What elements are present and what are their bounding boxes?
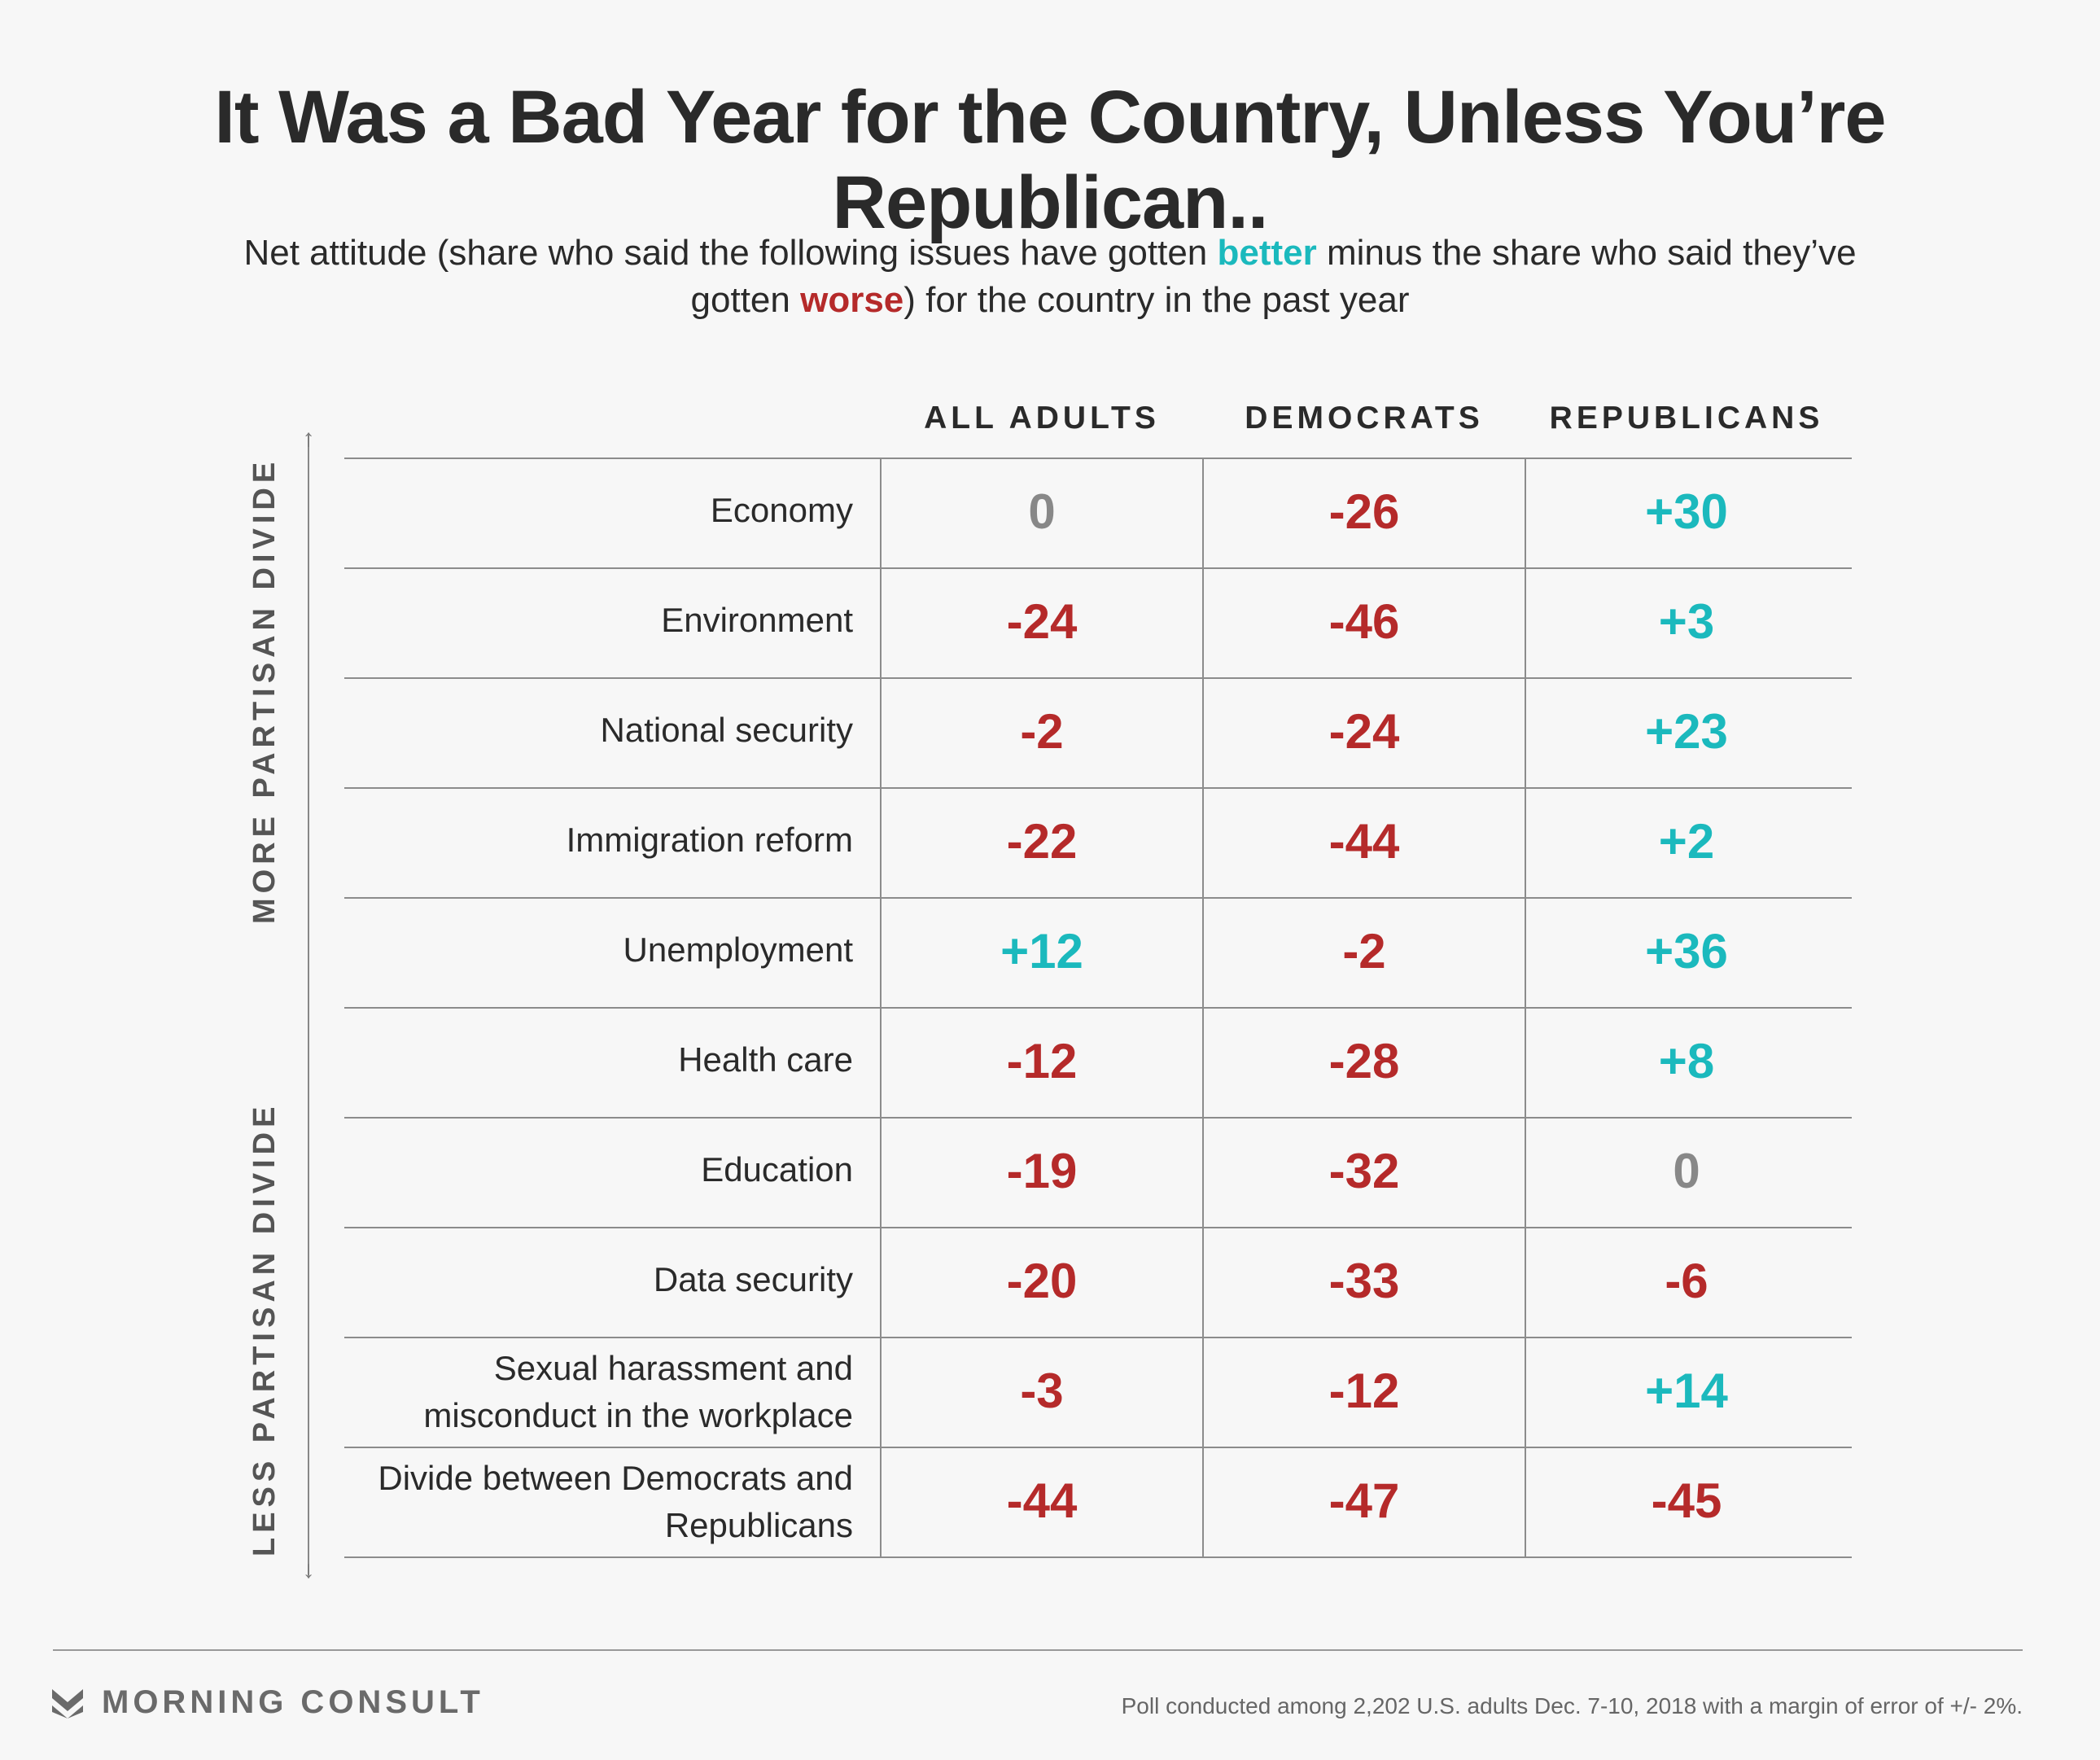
row-divider [344, 1117, 1852, 1119]
value-cell: -47 [1328, 1473, 1400, 1528]
value-cell: +30 [1645, 484, 1728, 539]
value-cell: -6 [1665, 1254, 1708, 1308]
row-divider [344, 1007, 1852, 1009]
value-cell: -19 [1006, 1144, 1078, 1198]
value-cell: +23 [1645, 704, 1728, 759]
value-cell: 0 [1673, 1144, 1700, 1198]
subtitle-worse: worse [800, 280, 904, 320]
less-partisan-label: LESS PARTISAN DIVIDE [247, 1101, 282, 1556]
value-cell: 0 [1028, 484, 1056, 539]
row-label: Divide between Democrats and Republicans [378, 1459, 853, 1544]
value-cell: -44 [1328, 814, 1400, 869]
row-label: Data security [653, 1260, 853, 1298]
value-cell: -28 [1328, 1034, 1400, 1088]
row-divider [344, 1337, 1852, 1338]
value-cell: +12 [1000, 924, 1083, 979]
value-cell: -3 [1020, 1364, 1064, 1418]
value-cell: -33 [1328, 1254, 1400, 1308]
column-header-democrats: DEMOCRATS [1245, 401, 1484, 436]
value-cell: +8 [1658, 1034, 1715, 1088]
row-divider [344, 1556, 1852, 1558]
row-divider [344, 897, 1852, 899]
row-divider [344, 787, 1852, 789]
subtitle-text-3: ) for the country in the past year [903, 280, 1410, 320]
value-cell: -26 [1328, 484, 1400, 539]
value-cell: -44 [1006, 1473, 1078, 1528]
row-divider [344, 677, 1852, 679]
chart-subtitle: Net attitude (share who said the followi… [236, 230, 1864, 324]
value-cell: -22 [1006, 814, 1078, 869]
brand-name: MORNING CONSULT [102, 1684, 484, 1720]
row-label: National security [600, 711, 853, 749]
column-header-republicans: REPUBLICANS [1549, 401, 1824, 436]
chart-title: It Was a Bad Year for the Country, Unles… [214, 76, 1886, 244]
row-divider [344, 1447, 1852, 1448]
morning-consult-logo-icon [52, 1689, 83, 1718]
value-cell: -20 [1006, 1254, 1078, 1308]
value-cell: -2 [1020, 704, 1064, 759]
partisan-axis-line [308, 436, 309, 1575]
row-divider [344, 1227, 1852, 1228]
value-cell: +2 [1658, 814, 1715, 869]
row-label: Environment [661, 601, 853, 639]
row-label: Economy [710, 491, 853, 529]
row-divider [344, 458, 1852, 459]
value-cell: -32 [1328, 1144, 1400, 1198]
arrow-down-icon: ↓ [302, 1556, 315, 1583]
row-label: Unemployment [623, 930, 853, 969]
row-label: Sexual harassment and misconduct in the … [423, 1349, 853, 1434]
subtitle-text-1: Net attitude (share who said the followi… [243, 233, 1218, 273]
value-cell: +3 [1658, 594, 1715, 649]
value-cell: +14 [1645, 1364, 1728, 1418]
value-cell: +36 [1645, 924, 1728, 979]
footer-divider [53, 1649, 2023, 1651]
value-cell: -46 [1328, 594, 1400, 649]
row-label: Immigration reform [566, 821, 853, 859]
value-cell: -24 [1006, 594, 1078, 649]
more-partisan-label: MORE PARTISAN DIVIDE [247, 457, 282, 924]
row-label: Health care [678, 1040, 853, 1079]
value-cell: -2 [1342, 924, 1386, 979]
source-note: Poll conducted among 2,202 U.S. adults D… [1121, 1693, 2023, 1718]
subtitle-better: better [1217, 233, 1317, 273]
value-cell: -24 [1328, 704, 1400, 759]
subtitle-text-2: minus the share who said they’ve gotten [690, 233, 1857, 320]
column-header-all-adults: ALL ADULTS [924, 401, 1160, 436]
value-cell: -12 [1006, 1034, 1078, 1088]
value-cell: -12 [1328, 1364, 1400, 1418]
row-divider [344, 567, 1852, 569]
row-label: Education [701, 1150, 853, 1189]
value-cell: -45 [1651, 1473, 1722, 1528]
arrow-up-icon: ↑ [302, 425, 315, 452]
